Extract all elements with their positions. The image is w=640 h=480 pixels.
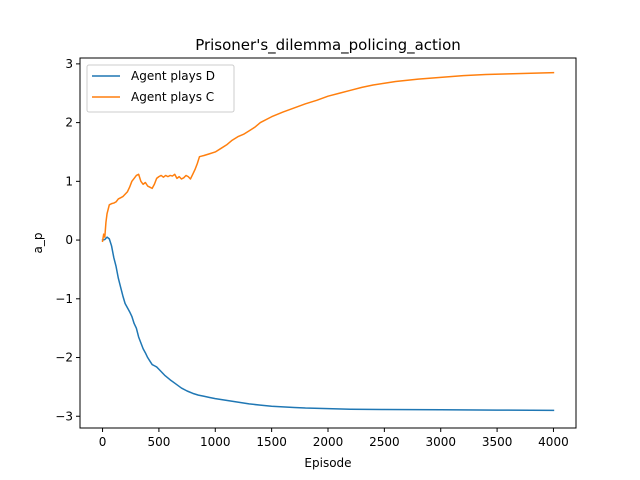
y-tick-label: 3: [65, 57, 73, 71]
x-tick-label: 500: [147, 435, 170, 449]
x-tick-label: 3000: [425, 435, 456, 449]
x-tick-label: 2000: [313, 435, 344, 449]
x-tick-label: 2500: [369, 435, 400, 449]
y-tick-label: 2: [65, 116, 73, 130]
x-tick-label: 3500: [482, 435, 513, 449]
x-tick-label: 1500: [256, 435, 287, 449]
x-tick-label: 1000: [200, 435, 231, 449]
legend: Agent plays D Agent plays C: [86, 64, 235, 113]
y-tick-label: 0: [65, 233, 73, 247]
y-axis-label: a_p: [31, 233, 45, 254]
x-tick-label: 0: [99, 435, 107, 449]
chart-title: Prisoner's_dilemma_policing_action: [195, 36, 461, 55]
y-tick-label: 1: [65, 174, 73, 188]
legend-label-agent-plays-c: Agent plays C: [131, 90, 214, 104]
x-axis-label: Episode: [304, 456, 351, 470]
plot-frame: [79, 57, 577, 429]
legend-label-agent-plays-d: Agent plays D: [131, 69, 215, 83]
y-tick-label: −2: [55, 351, 73, 365]
y-tick-label: −3: [55, 409, 73, 423]
legend-box: [86, 64, 235, 113]
series-line-agent-plays-c: [101, 71, 555, 243]
axis-ticks: 0 500 1000 1500 2000 2500 3000 3500 4000 −3 −2 −1 0 1…: [55, 57, 568, 449]
series-line-agent-plays-d: [101, 236, 555, 412]
x-tick-label: 4000: [538, 435, 569, 449]
y-tick-label: −1: [55, 292, 73, 306]
series-lines: [101, 71, 555, 412]
